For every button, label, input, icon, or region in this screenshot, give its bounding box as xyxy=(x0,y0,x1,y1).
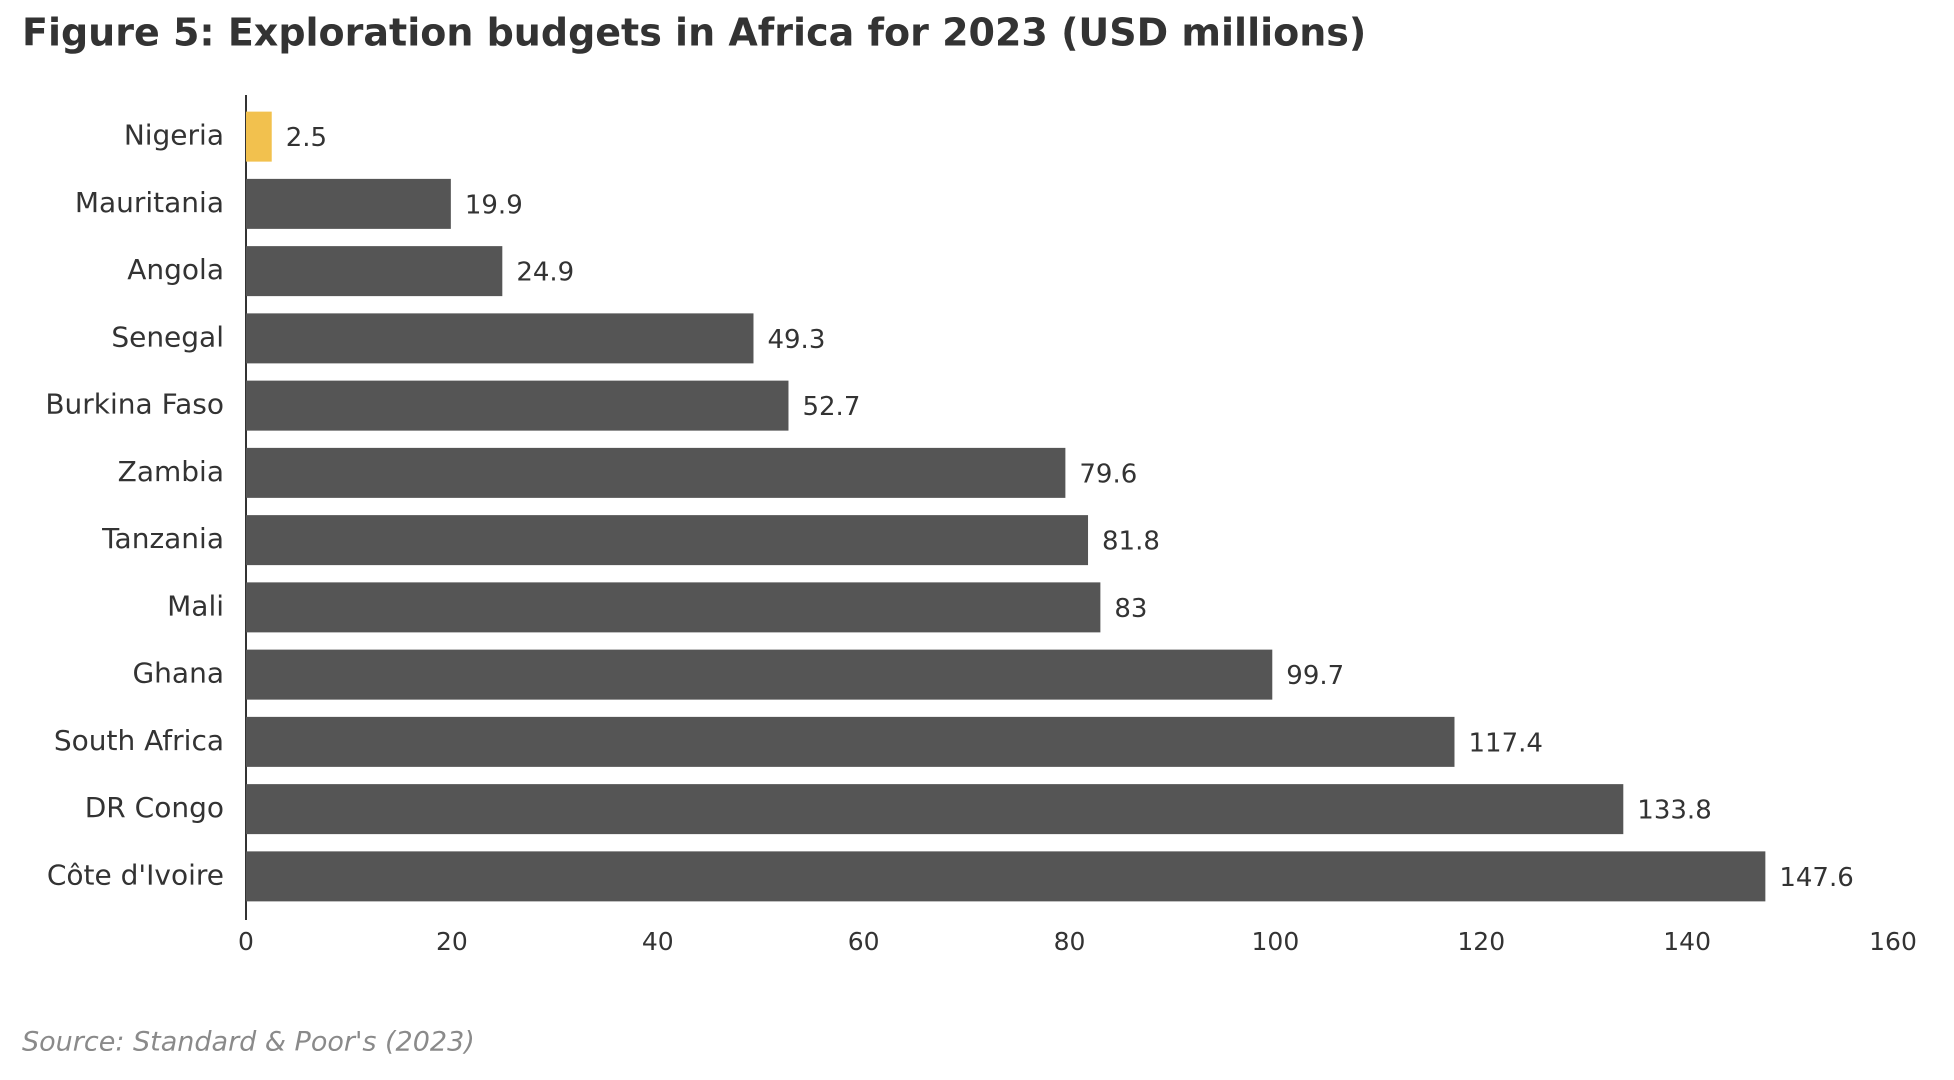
x-tick-label: 140 xyxy=(1663,927,1711,956)
x-tick-label: 100 xyxy=(1252,927,1300,956)
bar xyxy=(246,515,1089,566)
x-tick-label: 0 xyxy=(238,927,254,956)
value-label: 52.7 xyxy=(802,392,860,422)
y-tick-label: Burkina Faso xyxy=(45,388,224,421)
bar xyxy=(246,447,1066,498)
source-note: Source: Standard & Poor's (2023) xyxy=(22,1027,475,1058)
x-tick-label: 80 xyxy=(1054,927,1086,956)
y-tick-label: Angola xyxy=(127,253,224,286)
bar xyxy=(246,582,1101,633)
y-tick-label: Mali xyxy=(167,589,224,622)
y-tick-label: Nigeria xyxy=(124,119,224,152)
y-tick-label: South Africa xyxy=(54,724,224,757)
value-label: 79.6 xyxy=(1079,459,1137,489)
value-label: 2.5 xyxy=(286,123,327,153)
y-tick-label: Ghana xyxy=(132,657,224,690)
value-label: 49.3 xyxy=(767,325,825,355)
y-tick-label: Tanzania xyxy=(101,522,224,555)
value-label: 99.7 xyxy=(1286,661,1344,691)
value-label: 19.9 xyxy=(465,190,523,220)
x-tick-label: 20 xyxy=(436,927,468,956)
value-label: 81.8 xyxy=(1102,527,1160,557)
chart-title: Figure 5: Exploration budgets in Africa … xyxy=(22,11,1366,55)
bar xyxy=(246,784,1624,835)
bar xyxy=(246,246,503,297)
x-tick-label: 60 xyxy=(848,927,880,956)
bar xyxy=(246,851,1766,902)
y-tick-label: Mauritania xyxy=(75,186,224,219)
y-tick-label: DR Congo xyxy=(85,791,224,824)
bar xyxy=(246,111,272,162)
x-tick-label: 120 xyxy=(1457,927,1505,956)
value-label: 83 xyxy=(1114,594,1147,624)
value-label: 117.4 xyxy=(1468,728,1542,758)
value-label: 147.6 xyxy=(1779,863,1853,893)
value-label: 24.9 xyxy=(516,258,574,288)
bar xyxy=(246,178,451,229)
bar xyxy=(246,380,789,431)
bar xyxy=(246,649,1273,700)
value-label: 133.8 xyxy=(1637,796,1711,826)
x-tick-label: 40 xyxy=(642,927,674,956)
y-tick-label: Senegal xyxy=(111,320,224,353)
bar xyxy=(246,716,1455,767)
x-tick-label: 160 xyxy=(1869,927,1917,956)
y-tick-label: Côte d'Ivoire xyxy=(47,858,224,891)
bar xyxy=(246,313,754,364)
y-tick-label: Zambia xyxy=(118,455,224,488)
